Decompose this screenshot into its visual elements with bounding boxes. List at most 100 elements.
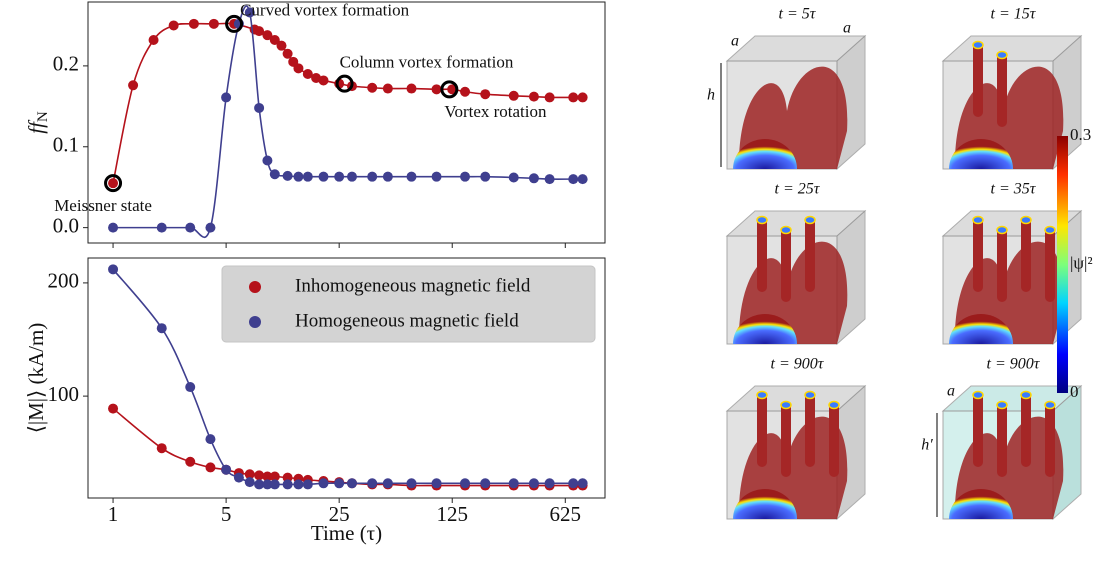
data-point <box>528 173 539 184</box>
data-point <box>367 82 378 93</box>
data-point <box>460 171 471 182</box>
data-point <box>508 478 519 489</box>
data-point <box>406 171 417 182</box>
annotation-text: Vortex rotation <box>444 102 547 121</box>
data-point <box>577 174 588 185</box>
data-point <box>460 86 471 97</box>
data-point <box>544 174 555 185</box>
surface-spot <box>949 314 1013 344</box>
data-point <box>302 68 313 79</box>
data-point <box>262 479 273 490</box>
vortex-tube <box>1021 392 1031 467</box>
vortex-tube <box>781 227 791 302</box>
legend-box <box>221 265 596 343</box>
data-point <box>382 478 393 489</box>
data-point <box>244 7 255 18</box>
vortex-tube <box>829 402 839 477</box>
annotation-text: Column vortex formation <box>340 53 514 72</box>
data-point <box>318 478 329 489</box>
data-point <box>282 479 293 490</box>
data-point <box>544 92 555 103</box>
vortex-tube <box>973 217 983 292</box>
panel-label: t = 900τ <box>771 356 825 373</box>
data-point <box>334 478 345 489</box>
data-point <box>346 478 357 489</box>
data-point <box>318 75 329 86</box>
legend-label: Homogeneous magnetic field <box>295 310 519 331</box>
data-point <box>262 471 273 482</box>
dimension-label: a <box>843 20 851 37</box>
data-point <box>221 464 232 475</box>
data-point <box>431 84 442 95</box>
data-point <box>156 222 167 233</box>
annotation-marker <box>104 174 123 193</box>
simulation-panel: t = 5τ a a h <box>707 6 867 171</box>
vortex-tube <box>997 402 1007 477</box>
data-point <box>508 90 519 101</box>
data-point <box>431 171 442 182</box>
data-point <box>282 48 293 59</box>
data-point <box>508 172 519 183</box>
data-point <box>269 471 280 482</box>
vortex-core <box>1020 215 1032 225</box>
annotation-text: Meissner state <box>54 196 152 215</box>
data-point <box>185 222 196 233</box>
data-point <box>108 403 119 414</box>
data-point <box>282 170 293 181</box>
vortex-core <box>996 50 1008 60</box>
panel-label: t = 5τ <box>779 6 817 23</box>
vortex-tube <box>1045 227 1055 302</box>
y-axis-label: ⟨|M|⟩ (kA/m) <box>24 323 48 434</box>
vortex-tube <box>1021 217 1031 292</box>
dimension-label: a <box>947 383 955 400</box>
data-point <box>528 478 539 489</box>
data-point <box>205 434 216 445</box>
vortex-tube <box>997 52 1007 127</box>
data-point <box>447 84 458 95</box>
data-point <box>334 171 345 182</box>
vortex-core <box>756 390 768 400</box>
data-point <box>367 171 378 182</box>
data-point <box>208 18 219 29</box>
data-point <box>108 222 119 233</box>
data-point <box>156 323 167 334</box>
vortex-core <box>804 215 816 225</box>
x-axis-label: Time (τ) <box>311 521 382 545</box>
x-tick-label: 625 <box>550 502 582 526</box>
data-point <box>156 443 167 454</box>
data-point <box>108 264 119 275</box>
data-point <box>302 171 313 182</box>
data-point <box>544 478 555 489</box>
dimension-label: h′ <box>921 437 933 454</box>
data-point <box>480 478 491 489</box>
vortex-tube <box>973 42 983 117</box>
vortex-core <box>972 390 984 400</box>
data-point <box>568 478 579 489</box>
data-point <box>577 478 588 489</box>
data-point <box>382 83 393 94</box>
data-point <box>205 222 216 233</box>
vortex-core <box>972 215 984 225</box>
dimension-label: a <box>731 33 739 50</box>
panel-label: t = 15τ <box>991 6 1037 23</box>
data-point <box>367 478 378 489</box>
data-point <box>460 478 471 489</box>
panel-label: t = 25τ <box>775 181 821 198</box>
surface-spot <box>949 489 1013 519</box>
data-point <box>244 469 255 480</box>
y-axis-label-text: ff <box>24 119 48 134</box>
data-point <box>346 171 357 182</box>
data-point <box>269 479 280 490</box>
vortex-core <box>828 400 840 410</box>
data-point <box>382 171 393 182</box>
x-tick-label: 1 <box>108 502 119 526</box>
colorbar-tick-label: 0 <box>1070 382 1079 401</box>
data-point <box>269 169 280 180</box>
data-point <box>528 91 539 102</box>
data-point <box>293 63 304 74</box>
panel-label: t = 900τ <box>987 356 1041 373</box>
data-point <box>168 20 179 31</box>
data-point <box>128 80 139 91</box>
plot-frame <box>87 257 606 499</box>
